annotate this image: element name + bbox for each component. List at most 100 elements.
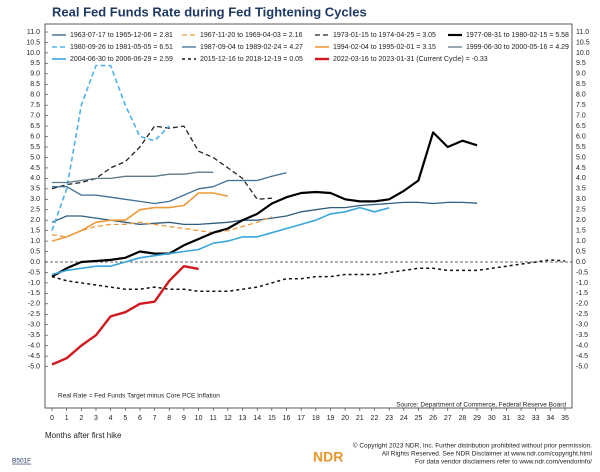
y-tick-label-right: 6.0: [576, 133, 586, 140]
annotation: Real Rate = Fed Funds Target minus Core …: [58, 393, 220, 400]
series-line: [51, 216, 273, 238]
x-tick-label: 13: [239, 415, 247, 422]
series-line: [51, 206, 390, 276]
y-tick-label: 0.0: [30, 259, 40, 266]
x-tick-label: 5: [123, 415, 127, 422]
y-tick-label: 2.5: [30, 207, 40, 214]
x-tick-label: 20: [341, 415, 349, 422]
legend-label: 1973-01-15 to 1974-04-25 = 3.05: [333, 32, 436, 39]
legend-label: 1963-07-17 to 1965-12-06 = 2.81: [70, 32, 173, 39]
x-tick-label: 31: [502, 415, 510, 422]
y-tick-label-right: -5.0: [576, 363, 588, 370]
y-tick-label-right: 3.0: [576, 196, 586, 203]
x-tick-label: 21: [356, 415, 364, 422]
chart-id: B501F: [12, 458, 31, 465]
y-tick-label: 5.5: [30, 144, 40, 151]
footer-line: © Copyright 2023 NDR, Inc. Further distr…: [353, 442, 592, 450]
y-tick-label-right: 9.0: [576, 71, 586, 78]
x-tick-label: 27: [444, 415, 452, 422]
y-tick-label-right: 8.5: [576, 81, 586, 88]
x-tick-label: 34: [546, 415, 554, 422]
y-tick-label: 9.5: [30, 60, 40, 67]
series-line: [51, 125, 272, 200]
y-tick-label-right: 0.0: [576, 259, 586, 266]
legend-label: 1999-06-30 to 2000-05-16 = 4.29: [466, 44, 569, 51]
y-tick-label-right: 8.0: [576, 92, 586, 99]
y-tick-label-right: 6.5: [576, 123, 586, 130]
y-tick-label-right: -1.5: [576, 290, 588, 297]
y-tick-label-right: -4.0: [576, 342, 588, 349]
series-line: [51, 201, 478, 226]
y-tick-label-right: 9.5: [576, 60, 586, 67]
legend-label: 1980-09-26 to 1981-05-05 = 6.51: [70, 44, 173, 51]
y-tick-label: 8.0: [30, 92, 40, 99]
series-line: [51, 192, 229, 242]
y-tick-label-right: 10.0: [576, 50, 590, 57]
x-tick-label: 7: [153, 415, 157, 422]
x-tick-label: 11: [210, 415, 217, 422]
y-tick-label: 4.5: [30, 165, 40, 172]
y-tick-label: -0.5: [28, 269, 40, 276]
series-line: [51, 131, 478, 278]
legend-label: 1987-09-04 to 1989-02-24 = 4.27: [200, 44, 303, 51]
y-tick-label-right: -3.0: [576, 322, 588, 329]
y-tick-label-right: 5.0: [576, 154, 586, 161]
y-tick-label: 11.0: [27, 29, 40, 36]
series-line: [51, 259, 566, 293]
logo: NDR: [313, 449, 343, 465]
x-tick-label: 17: [297, 415, 305, 422]
y-tick-label-right: 7.0: [576, 112, 586, 119]
series-line: [51, 265, 199, 366]
y-tick-label-right: 7.5: [576, 102, 586, 109]
legend-label: 2015-12-16 to 2018-12-19 = 0.05: [200, 56, 303, 63]
y-tick-label-right: 4.0: [576, 175, 586, 182]
y-tick-label: -3.5: [28, 332, 40, 339]
x-tick-label: 24: [400, 415, 408, 422]
x-tick-label: 2: [79, 415, 83, 422]
y-tick-label-right: 10.5: [576, 39, 590, 46]
x-tick-label: 15: [268, 415, 276, 422]
x-tick-label: 32: [517, 415, 525, 422]
x-tick-label: 16: [283, 415, 291, 422]
y-tick-label-right: 11.0: [576, 29, 589, 36]
legend-box: [47, 27, 567, 70]
y-tick-label: -4.5: [28, 353, 40, 360]
y-tick-label: -5.0: [28, 363, 40, 370]
y-tick-label-right: 1.5: [576, 227, 586, 234]
x-tick-label: 18: [312, 415, 320, 422]
x-tick-label: 30: [488, 415, 496, 422]
y-tick-label: 7.5: [30, 102, 40, 109]
x-tick-label: 4: [109, 415, 113, 422]
y-tick-label-right: -0.5: [576, 269, 588, 276]
y-tick-label-right: 1.0: [576, 238, 586, 245]
y-tick-label: 10.5: [26, 39, 40, 46]
legend-label: 1994-02-04 to 1995-02-01 = 3.15: [333, 44, 436, 51]
y-tick-label: 1.5: [30, 227, 40, 234]
x-tick-label: 3: [94, 415, 98, 422]
y-tick-label-right: 2.0: [576, 217, 586, 224]
y-tick-label: -4.0: [28, 342, 40, 349]
series-line: [52, 172, 287, 205]
x-tick-label: 10: [195, 415, 203, 422]
chart-title: Real Fed Funds Rate during Fed Tightenin…: [52, 4, 367, 19]
x-tick-label: 35: [561, 415, 569, 422]
x-tick-label: 8: [167, 415, 171, 422]
y-tick-label: -2.0: [28, 301, 40, 308]
y-tick-label-right: 4.5: [576, 165, 586, 172]
y-tick-label: 1.0: [30, 238, 40, 245]
x-tick-label: 26: [429, 415, 437, 422]
y-tick-label-right: 5.5: [576, 144, 586, 151]
x-tick-label: 22: [371, 415, 379, 422]
y-tick-label: -1.5: [28, 290, 40, 297]
y-tick-label: 5.0: [30, 154, 40, 161]
y-tick-label: 2.0: [30, 217, 40, 224]
y-tick-label: 8.5: [30, 81, 40, 88]
y-tick-label-right: 0.5: [576, 248, 586, 255]
y-tick-label: 4.0: [30, 175, 40, 182]
x-tick-label: 6: [138, 415, 142, 422]
footer-line: All Rights Reserved. See NDR Disclaimer …: [382, 451, 593, 458]
x-tick-label: 29: [473, 415, 481, 422]
y-tick-label: 0.5: [30, 248, 40, 255]
x-tick-label: 1: [65, 415, 69, 422]
